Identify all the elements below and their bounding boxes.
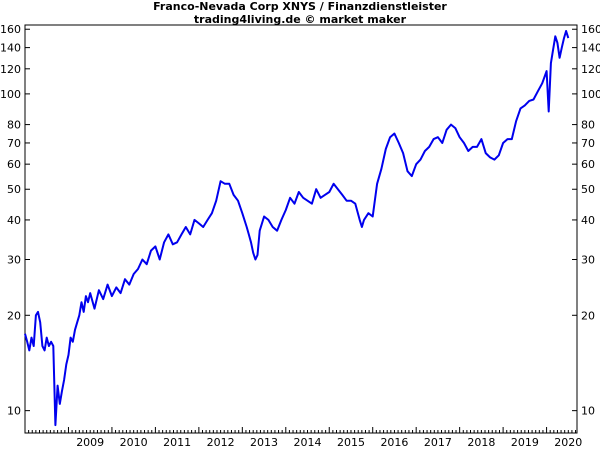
- x-tick-label: 2014: [294, 436, 322, 449]
- y-tick-label-left: 50: [7, 183, 21, 196]
- x-tick-label: 2017: [424, 436, 452, 449]
- y-tick-label-left: 140: [0, 42, 21, 55]
- y-tick-label-left: 80: [7, 119, 21, 132]
- y-tick-label-right: 50: [581, 183, 595, 196]
- x-tick-label: 2016: [380, 436, 408, 449]
- y-tick-label-right: 80: [581, 119, 595, 132]
- y-tick-label-left: 20: [7, 309, 21, 322]
- chart-subtitle: trading4living.de © market maker: [194, 13, 407, 26]
- price-series-line: [24, 30, 570, 427]
- y-tick-label-left: 10: [7, 405, 21, 418]
- x-tick-label: 2020: [554, 436, 582, 449]
- y-tick-label-right: 60: [581, 158, 595, 171]
- x-tick-label: 2019: [511, 436, 539, 449]
- chart-title: Franco-Nevada Corp XNYS / Finanzdienstle…: [153, 0, 447, 13]
- x-tick-label: 2010: [120, 436, 148, 449]
- series-layer: [24, 30, 570, 427]
- y-tick-label-right: 30: [581, 254, 595, 267]
- plot-frame: [24, 24, 578, 434]
- y-tick-label-right: 140: [581, 42, 600, 55]
- y-tick-label-right: 20: [581, 309, 595, 322]
- y-tick-label-left: 100: [0, 88, 21, 101]
- x-tick-label: 2009: [76, 436, 104, 449]
- y-tick-label-left: 120: [0, 63, 21, 76]
- x-tick-label: 2011: [163, 436, 191, 449]
- x-tick-label: 2013: [250, 436, 278, 449]
- y-tick-label-right: 70: [581, 137, 595, 150]
- y-tick-label-right: 120: [581, 63, 600, 76]
- y-tick-label-left: 30: [7, 254, 21, 267]
- y-tick-label-left: 60: [7, 158, 21, 171]
- y-tick-label-right: 100: [581, 88, 600, 101]
- y-tick-label-left: 40: [7, 214, 21, 227]
- y-tick-label-right: 10: [581, 405, 595, 418]
- y-tick-label-left: 160: [0, 23, 21, 36]
- y-tick-label-right: 160: [581, 23, 600, 36]
- y-tick-label-left: 70: [7, 137, 21, 150]
- x-tick-label: 2015: [337, 436, 365, 449]
- x-tick-label: 2018: [467, 436, 495, 449]
- y-tick-label-right: 40: [581, 214, 595, 227]
- x-tick-label: 2012: [207, 436, 235, 449]
